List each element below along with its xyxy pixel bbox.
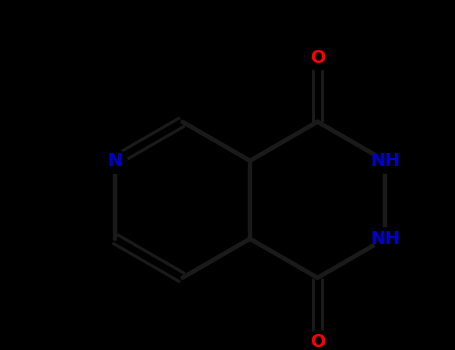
Text: O: O: [310, 49, 325, 67]
Text: NH: NH: [370, 230, 400, 248]
Text: N: N: [107, 152, 122, 170]
Text: O: O: [310, 333, 325, 350]
Text: NH: NH: [370, 152, 400, 170]
